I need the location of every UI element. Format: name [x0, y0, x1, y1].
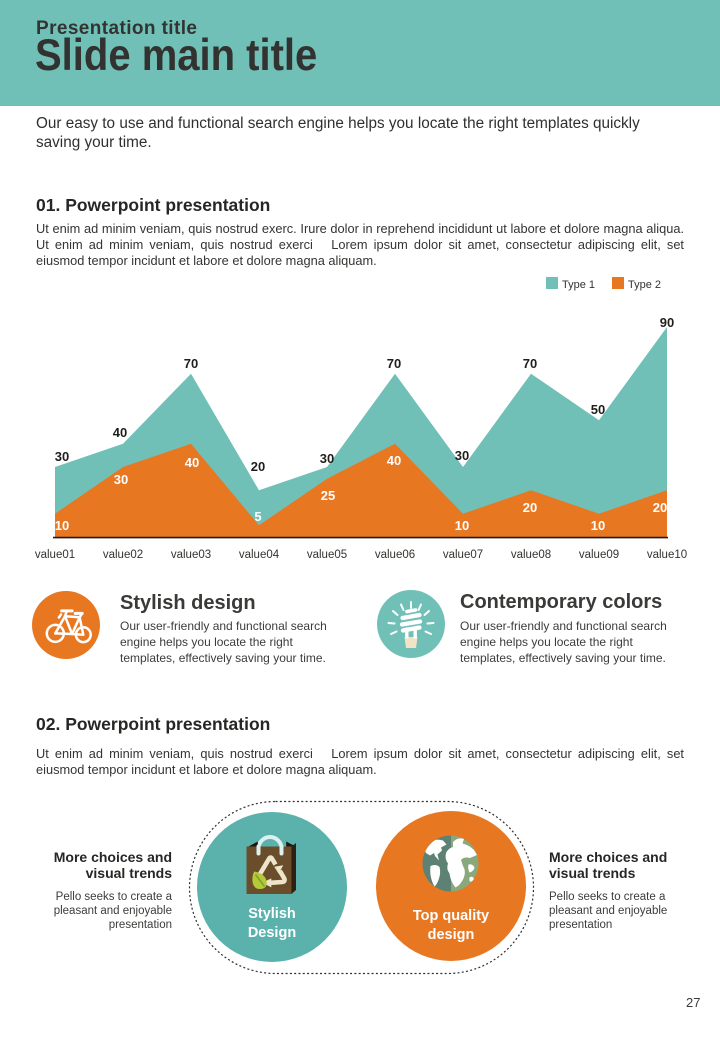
svg-text:40: 40 [113, 425, 127, 440]
svg-text:value08: value08 [511, 549, 551, 561]
svg-text:50: 50 [591, 402, 605, 417]
svg-text:value03: value03 [171, 549, 211, 561]
svg-text:value07: value07 [443, 549, 483, 561]
svg-text:20: 20 [251, 459, 265, 474]
svg-text:Type 1: Type 1 [562, 279, 595, 291]
svg-text:value10: value10 [647, 549, 687, 561]
svg-text:20: 20 [653, 500, 667, 515]
svg-text:5: 5 [254, 509, 261, 524]
svg-text:value06: value06 [375, 549, 415, 561]
svg-text:10: 10 [55, 518, 69, 533]
svg-text:90: 90 [660, 315, 674, 330]
svg-text:20: 20 [523, 500, 537, 515]
svg-text:30: 30 [114, 472, 128, 487]
svg-text:10: 10 [455, 518, 469, 533]
svg-text:value01: value01 [35, 549, 75, 561]
svg-text:70: 70 [184, 356, 198, 371]
svg-text:40: 40 [185, 455, 199, 470]
svg-text:30: 30 [455, 448, 469, 463]
svg-text:value02: value02 [103, 549, 143, 561]
svg-text:value05: value05 [307, 549, 347, 561]
svg-text:value04: value04 [239, 549, 280, 561]
svg-text:25: 25 [321, 488, 335, 503]
svg-text:value09: value09 [579, 549, 619, 561]
svg-text:10: 10 [591, 518, 605, 533]
svg-text:30: 30 [320, 451, 334, 466]
svg-text:Type 2: Type 2 [628, 279, 661, 291]
svg-text:70: 70 [523, 356, 537, 371]
svg-text:40: 40 [387, 453, 401, 468]
svg-text:30: 30 [55, 449, 69, 464]
svg-text:70: 70 [387, 356, 401, 371]
